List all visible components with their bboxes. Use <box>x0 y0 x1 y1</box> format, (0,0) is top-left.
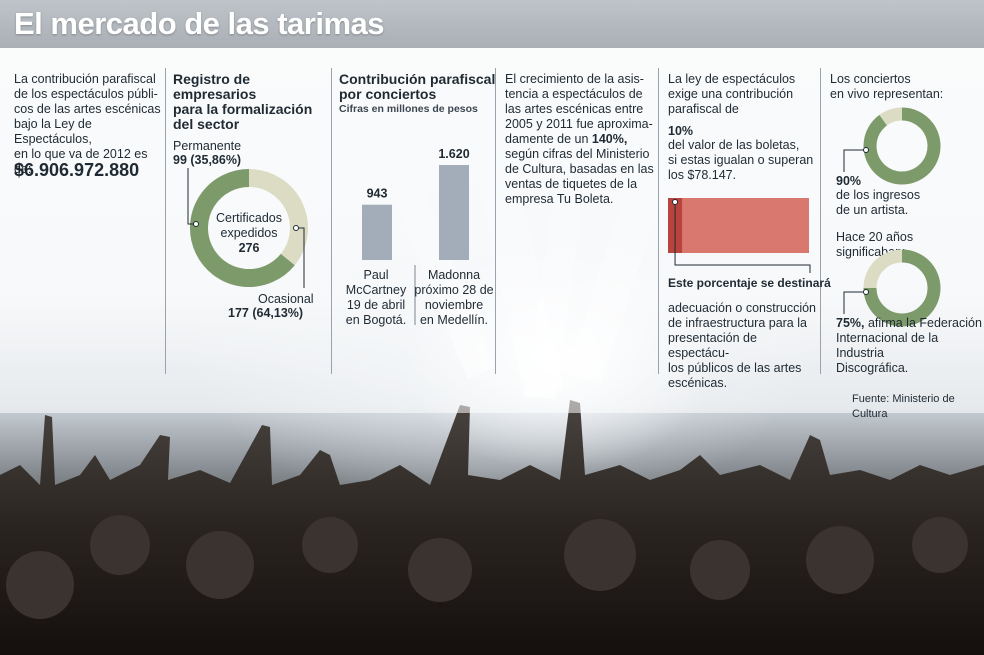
bar-leader-line <box>674 200 811 273</box>
occasional-label: Ocasional <box>258 292 314 306</box>
column-divider <box>820 68 821 374</box>
source-note: Fuente: Ministerio de Cultura <box>852 393 955 420</box>
bar-label-madonna: Madonna próximo 28 de noviembre en Medel… <box>414 268 494 327</box>
slice-permanente <box>248 169 308 266</box>
bar-madonna <box>439 165 469 260</box>
bar-value-label: 943 <box>367 187 388 201</box>
live-revenue-donut-past <box>863 249 941 327</box>
live-revenue-donut-now <box>863 107 941 185</box>
slice-other-25 <box>863 249 903 289</box>
header-bar: El mercado de las tarimas <box>0 0 984 48</box>
leader-line-75 <box>843 289 869 314</box>
destination-text: adecuación o construcción de infraestruc… <box>668 301 817 390</box>
live-pct-past: 75%, <box>836 316 865 330</box>
page-title: El mercado de las tarimas <box>14 6 385 41</box>
registry-heading: Registro de empresarios para la formaliz… <box>173 71 313 132</box>
contribution-intro: La contribución parafiscal de los espect… <box>14 72 161 176</box>
contribution-amount: $6.906.972.880 <box>14 160 140 180</box>
slice-other-10 <box>879 107 903 126</box>
growth-highlight: 140%, <box>591 132 628 146</box>
bar-mccartney <box>362 204 392 260</box>
bar-leader-dot <box>672 199 679 205</box>
attendance-growth-text: El crecimiento de la asis- tencia a espe… <box>505 72 654 206</box>
bar-total <box>668 198 809 253</box>
registry-donut-chart <box>190 169 308 287</box>
column-divider <box>495 68 496 374</box>
concerts-heading: Contribución parafiscal por conciertos <box>339 71 496 102</box>
bar-label-mccartney: Paul McCartney 19 de abril en Bogotá. <box>345 268 407 327</box>
column-divider <box>658 68 659 374</box>
live-desc-past: 75%, afirma la Federación Internacional … <box>836 316 982 375</box>
registry-leader-lines <box>187 168 305 288</box>
bar-value-label: 1.620 <box>438 147 469 161</box>
permanent-value: 99 (35,86%) <box>173 153 242 167</box>
permanent-label: Permanente <box>173 139 242 153</box>
percentage-bar <box>668 198 811 273</box>
slice-ocasional <box>190 169 295 287</box>
leader-line-90 <box>843 147 869 172</box>
occasional-value: 177 (64,13%) <box>228 306 304 320</box>
law-percentage: 10% <box>668 124 694 138</box>
live-desc-now: de los ingresos de un artista. <box>836 188 921 217</box>
law-description: del valor de las boletas, si estas igual… <box>668 138 814 182</box>
live-pct-now: 90% <box>836 174 862 188</box>
concerts-bar-chart: 943 1.620 <box>362 147 470 325</box>
law-intro: La ley de espectáculos exige una contrib… <box>668 72 796 116</box>
slice-live-90 <box>863 107 941 185</box>
column-divider <box>331 68 332 374</box>
column-divider <box>165 68 166 374</box>
slice-live-75 <box>863 249 941 327</box>
concerts-subtitle: Cifras en millones de pesos <box>339 103 478 115</box>
destination-label: Este porcentaje se destinará <box>668 276 831 290</box>
crowd-silhouette <box>0 400 984 655</box>
registry-total: 276 <box>238 241 260 255</box>
live-intro: Los conciertos en vivo representan: <box>830 72 944 101</box>
registry-center-label: Certificados expedidos 276 <box>209 211 289 256</box>
